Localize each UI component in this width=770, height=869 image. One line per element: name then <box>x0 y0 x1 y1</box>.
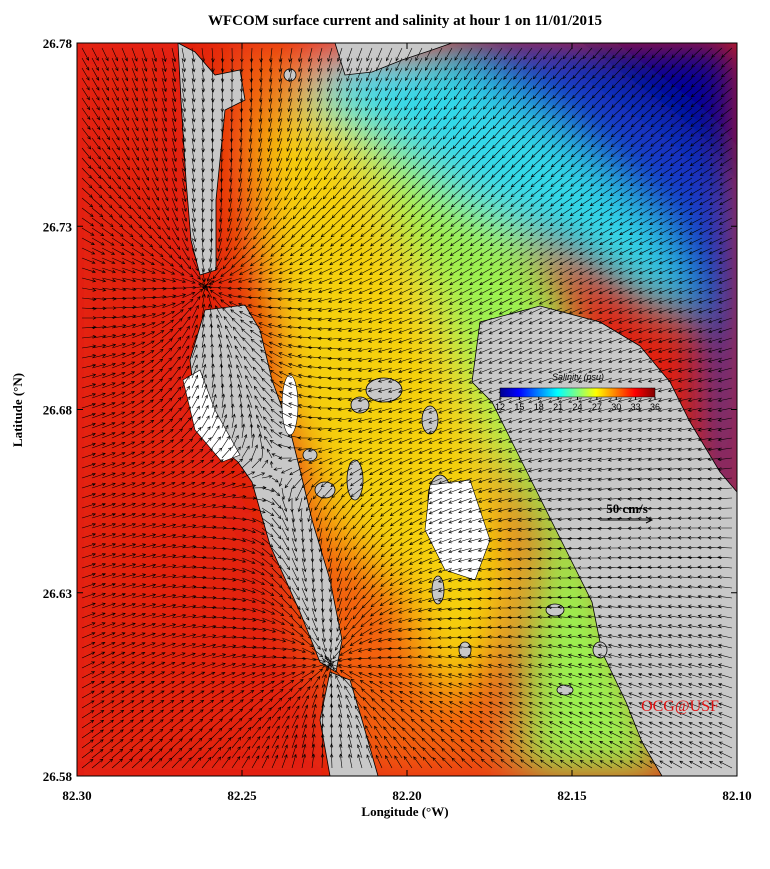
colorbar-tick-label: 27 <box>592 402 602 412</box>
current-vectors <box>81 47 733 769</box>
x-tick-label: 82.20 <box>392 788 421 803</box>
x-tick-label: 82.15 <box>557 788 587 803</box>
land <box>177 43 737 776</box>
y-tick-label: 26.68 <box>43 403 73 418</box>
colorbar-tick-label: 33 <box>631 402 641 412</box>
scale-label: 50 cm/s <box>606 501 648 516</box>
y-tick-label: 26.78 <box>43 36 73 51</box>
map-title: WFCOM surface current and salinity at ho… <box>208 13 602 29</box>
colorbar-label: Salinity (psu) <box>552 372 604 382</box>
credit: OCG@USF <box>641 698 719 715</box>
y-axis-label: Latitude (°N) <box>10 373 25 447</box>
x-tick-label: 82.25 <box>227 788 257 803</box>
y-tick-label: 26.63 <box>43 586 73 601</box>
x-tick-label: 82.30 <box>62 788 91 803</box>
colorbar-tick-label: 15 <box>514 402 524 412</box>
colorbar-tick-label: 18 <box>534 402 544 412</box>
scale-arrow-head <box>645 516 654 524</box>
y-tick-label: 26.73 <box>43 219 73 234</box>
colorbar-tick-label: 12 <box>495 402 505 412</box>
colorbar-tick-label: 36 <box>650 402 660 412</box>
x-axis-label: Longitude (°W) <box>361 804 448 819</box>
colorbar-tick-label: 21 <box>553 402 563 412</box>
colorbar-tick-label: 30 <box>611 402 621 412</box>
colorbar-tick-label: 24 <box>572 402 582 412</box>
colorbar <box>499 387 656 398</box>
x-tick-label: 82.10 <box>722 788 751 803</box>
y-tick-label: 26.58 <box>43 769 73 784</box>
